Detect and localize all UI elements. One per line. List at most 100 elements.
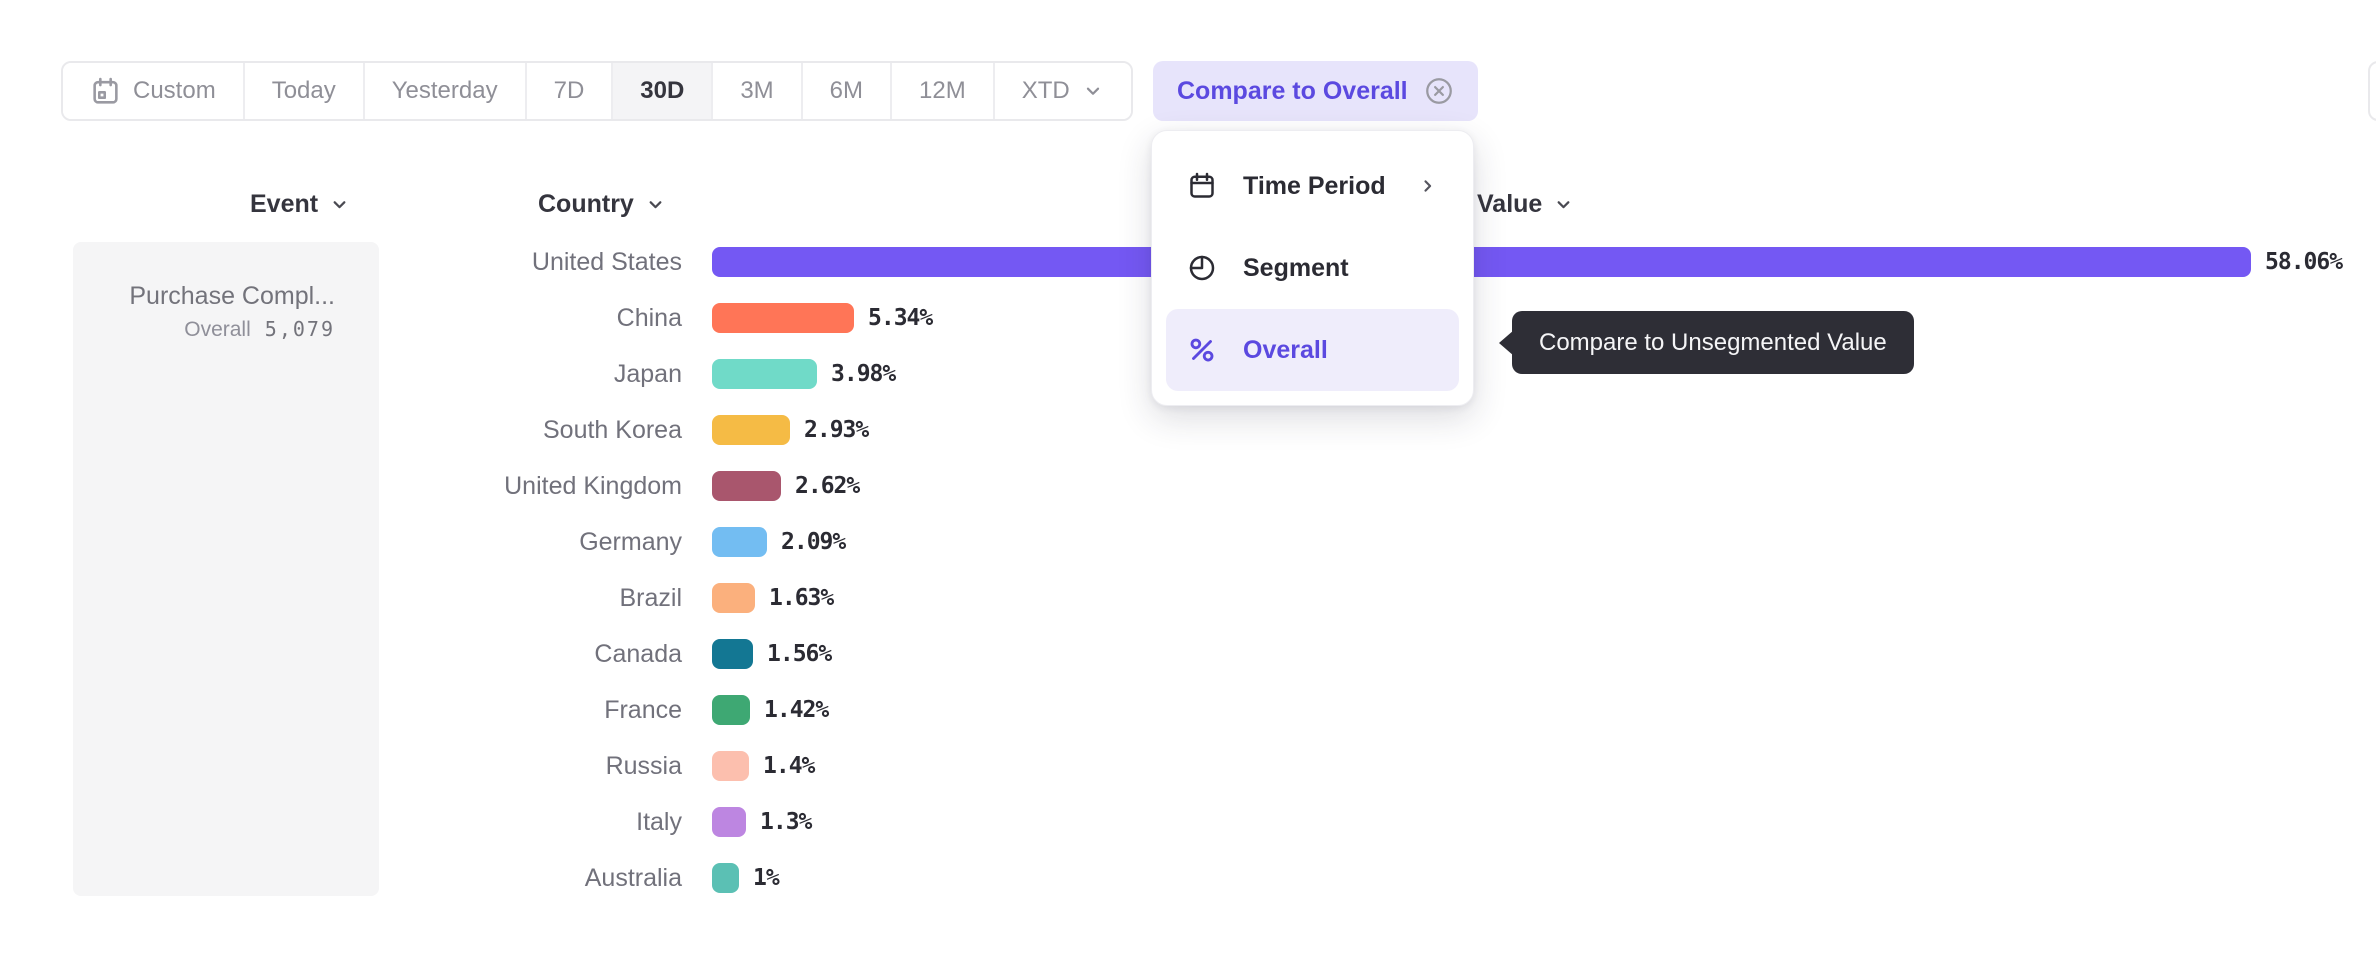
segment-icon: [1187, 253, 1217, 283]
tooltip: Compare to Unsegmented Value: [1512, 311, 1914, 374]
bar-value-label: 2.62%: [795, 473, 860, 499]
bar-value-label: 1.3%: [760, 809, 812, 835]
bar-italy[interactable]: [712, 807, 746, 837]
column-header-country-label: Country: [538, 190, 634, 218]
event-title: Purchase Compl...: [129, 282, 335, 310]
bar-category-label: Brazil: [619, 584, 682, 612]
bar-category-label: Canada: [594, 640, 682, 668]
chart-row-canada: Canada 1.56%: [0, 639, 2376, 669]
menu-item-segment[interactable]: Segment: [1166, 227, 1459, 309]
bar-value-label: 58.06%: [2265, 249, 2343, 275]
bar-china[interactable]: [712, 303, 854, 333]
chart-row-russia: Russia 1.4%: [0, 751, 2376, 781]
time-range-button-xtd[interactable]: XTD: [994, 63, 1131, 119]
bar-brazil[interactable]: [712, 583, 755, 613]
bar-category-label: Germany: [579, 528, 682, 556]
menu-item-label: Overall: [1243, 335, 1328, 364]
bar-united-states[interactable]: [712, 247, 2251, 277]
time-range-button-label: Today: [271, 77, 336, 104]
time-range-button-label: 6M: [829, 77, 863, 104]
chart-row-australia: Australia 1%: [0, 863, 2376, 893]
bar-value-label: 1.56%: [767, 641, 832, 667]
event-panel: Purchase Compl... Overall 5,079: [73, 242, 379, 896]
bar-category-label: South Korea: [543, 416, 682, 444]
chart-row-china: China 5.34%: [0, 303, 2376, 333]
bar-russia[interactable]: [712, 751, 749, 781]
chart-row-japan: Japan 3.98%: [0, 359, 2376, 389]
time-range-button-yesterday[interactable]: Yesterday: [364, 63, 527, 119]
time-range-button-label: 30D: [640, 77, 685, 104]
bar-value-label: 3.98%: [831, 361, 896, 387]
bar-category-label: Russia: [605, 752, 682, 780]
column-header-country[interactable]: Country: [538, 190, 666, 219]
bar-germany[interactable]: [712, 527, 767, 557]
chevron-down-icon: [329, 194, 350, 215]
calendar-icon: [1187, 171, 1217, 201]
bar-category-label: Australia: [584, 864, 682, 892]
chart-row-united-kingdom: United Kingdom 2.62%: [0, 471, 2376, 501]
bar-canada[interactable]: [712, 639, 753, 669]
bar-south-korea[interactable]: [712, 415, 790, 445]
bar-category-label: China: [616, 304, 682, 332]
compare-to-overall-chip[interactable]: Compare to Overall: [1153, 61, 1478, 121]
overall-label: Overall: [184, 318, 251, 341]
time-range-button-label: 12M: [919, 77, 966, 104]
bar-category-label: United States: [531, 248, 682, 276]
bar-value-label: 1%: [753, 865, 780, 891]
time-range-button-30d[interactable]: 30D: [613, 63, 714, 119]
time-range-button-label: Yesterday: [391, 77, 498, 104]
compare-to-overall-label: Compare to Overall: [1177, 76, 1408, 105]
bar-france[interactable]: [712, 695, 750, 725]
time-range-button-label: 3M: [740, 77, 774, 104]
bar-value-label: 1.4%: [763, 753, 815, 779]
percent-icon: [1187, 335, 1217, 365]
bar-value-label: 1.42%: [764, 697, 829, 723]
bar-value-label: 2.93%: [804, 417, 869, 443]
chart-row-south-korea: South Korea 2.93%: [0, 415, 2376, 445]
column-header-event-label: Event: [250, 190, 319, 218]
column-header-value-label: Value: [1477, 190, 1543, 218]
column-header-event[interactable]: Event: [250, 190, 350, 219]
time-range-button-label: Custom: [133, 77, 216, 104]
overall-value: 5,079: [264, 317, 335, 341]
menu-item-label: Segment: [1243, 253, 1349, 282]
menu-item-label: Time Period: [1243, 171, 1386, 200]
bar-australia[interactable]: [712, 863, 739, 893]
time-range-button-12m[interactable]: 12M: [892, 63, 995, 119]
time-range-button-3m[interactable]: 3M: [713, 63, 803, 119]
time-range-group: Custom Today Yesterday 7D 30D 3M 6M 12M …: [61, 61, 1133, 121]
chart-row-united-states: United States 58.06%: [0, 247, 2376, 277]
chart-row-france: France 1.42%: [0, 695, 2376, 725]
time-range-button-today[interactable]: Today: [244, 63, 365, 119]
menu-item-time-period[interactable]: Time Period: [1166, 145, 1459, 227]
chevron-down-icon: [1553, 194, 1574, 215]
chevron-down-icon: [645, 194, 666, 215]
time-range-button-custom[interactable]: Custom: [63, 63, 245, 119]
compare-dropdown-menu: Time Period Segment Overall: [1151, 130, 1474, 406]
circle-x-icon[interactable]: [1424, 76, 1454, 106]
chart-row-italy: Italy 1.3%: [0, 807, 2376, 837]
time-range-button-6m[interactable]: 6M: [802, 63, 892, 119]
bar-category-label: United Kingdom: [504, 472, 682, 500]
time-range-button-7d[interactable]: 7D: [526, 63, 614, 119]
bar-japan[interactable]: [712, 359, 817, 389]
chart-row-brazil: Brazil 1.63%: [0, 583, 2376, 613]
chevron-right-icon: [1418, 176, 1438, 196]
bar-value-label: 1.63%: [769, 585, 834, 611]
bar-category-label: Japan: [613, 360, 682, 388]
bar-united-kingdom[interactable]: [712, 471, 781, 501]
column-header-value[interactable]: Value: [1477, 190, 1574, 219]
menu-item-overall[interactable]: Overall: [1166, 309, 1459, 391]
chevron-down-icon: [1082, 80, 1104, 102]
bar-value-label: 2.09%: [781, 529, 846, 555]
chart-row-germany: Germany 2.09%: [0, 527, 2376, 557]
time-range-button-label: 7D: [553, 77, 585, 104]
time-range-button-label: XTD: [1021, 77, 1070, 104]
bar-category-label: France: [604, 696, 682, 724]
calendar-icon: [90, 76, 121, 107]
event-legend-item[interactable]: Purchase Compl... Overall 5,079: [129, 280, 335, 342]
bar-value-label: 5.34%: [868, 305, 933, 331]
tooltip-text: Compare to Unsegmented Value: [1539, 328, 1887, 356]
bar-category-label: Italy: [636, 808, 682, 836]
